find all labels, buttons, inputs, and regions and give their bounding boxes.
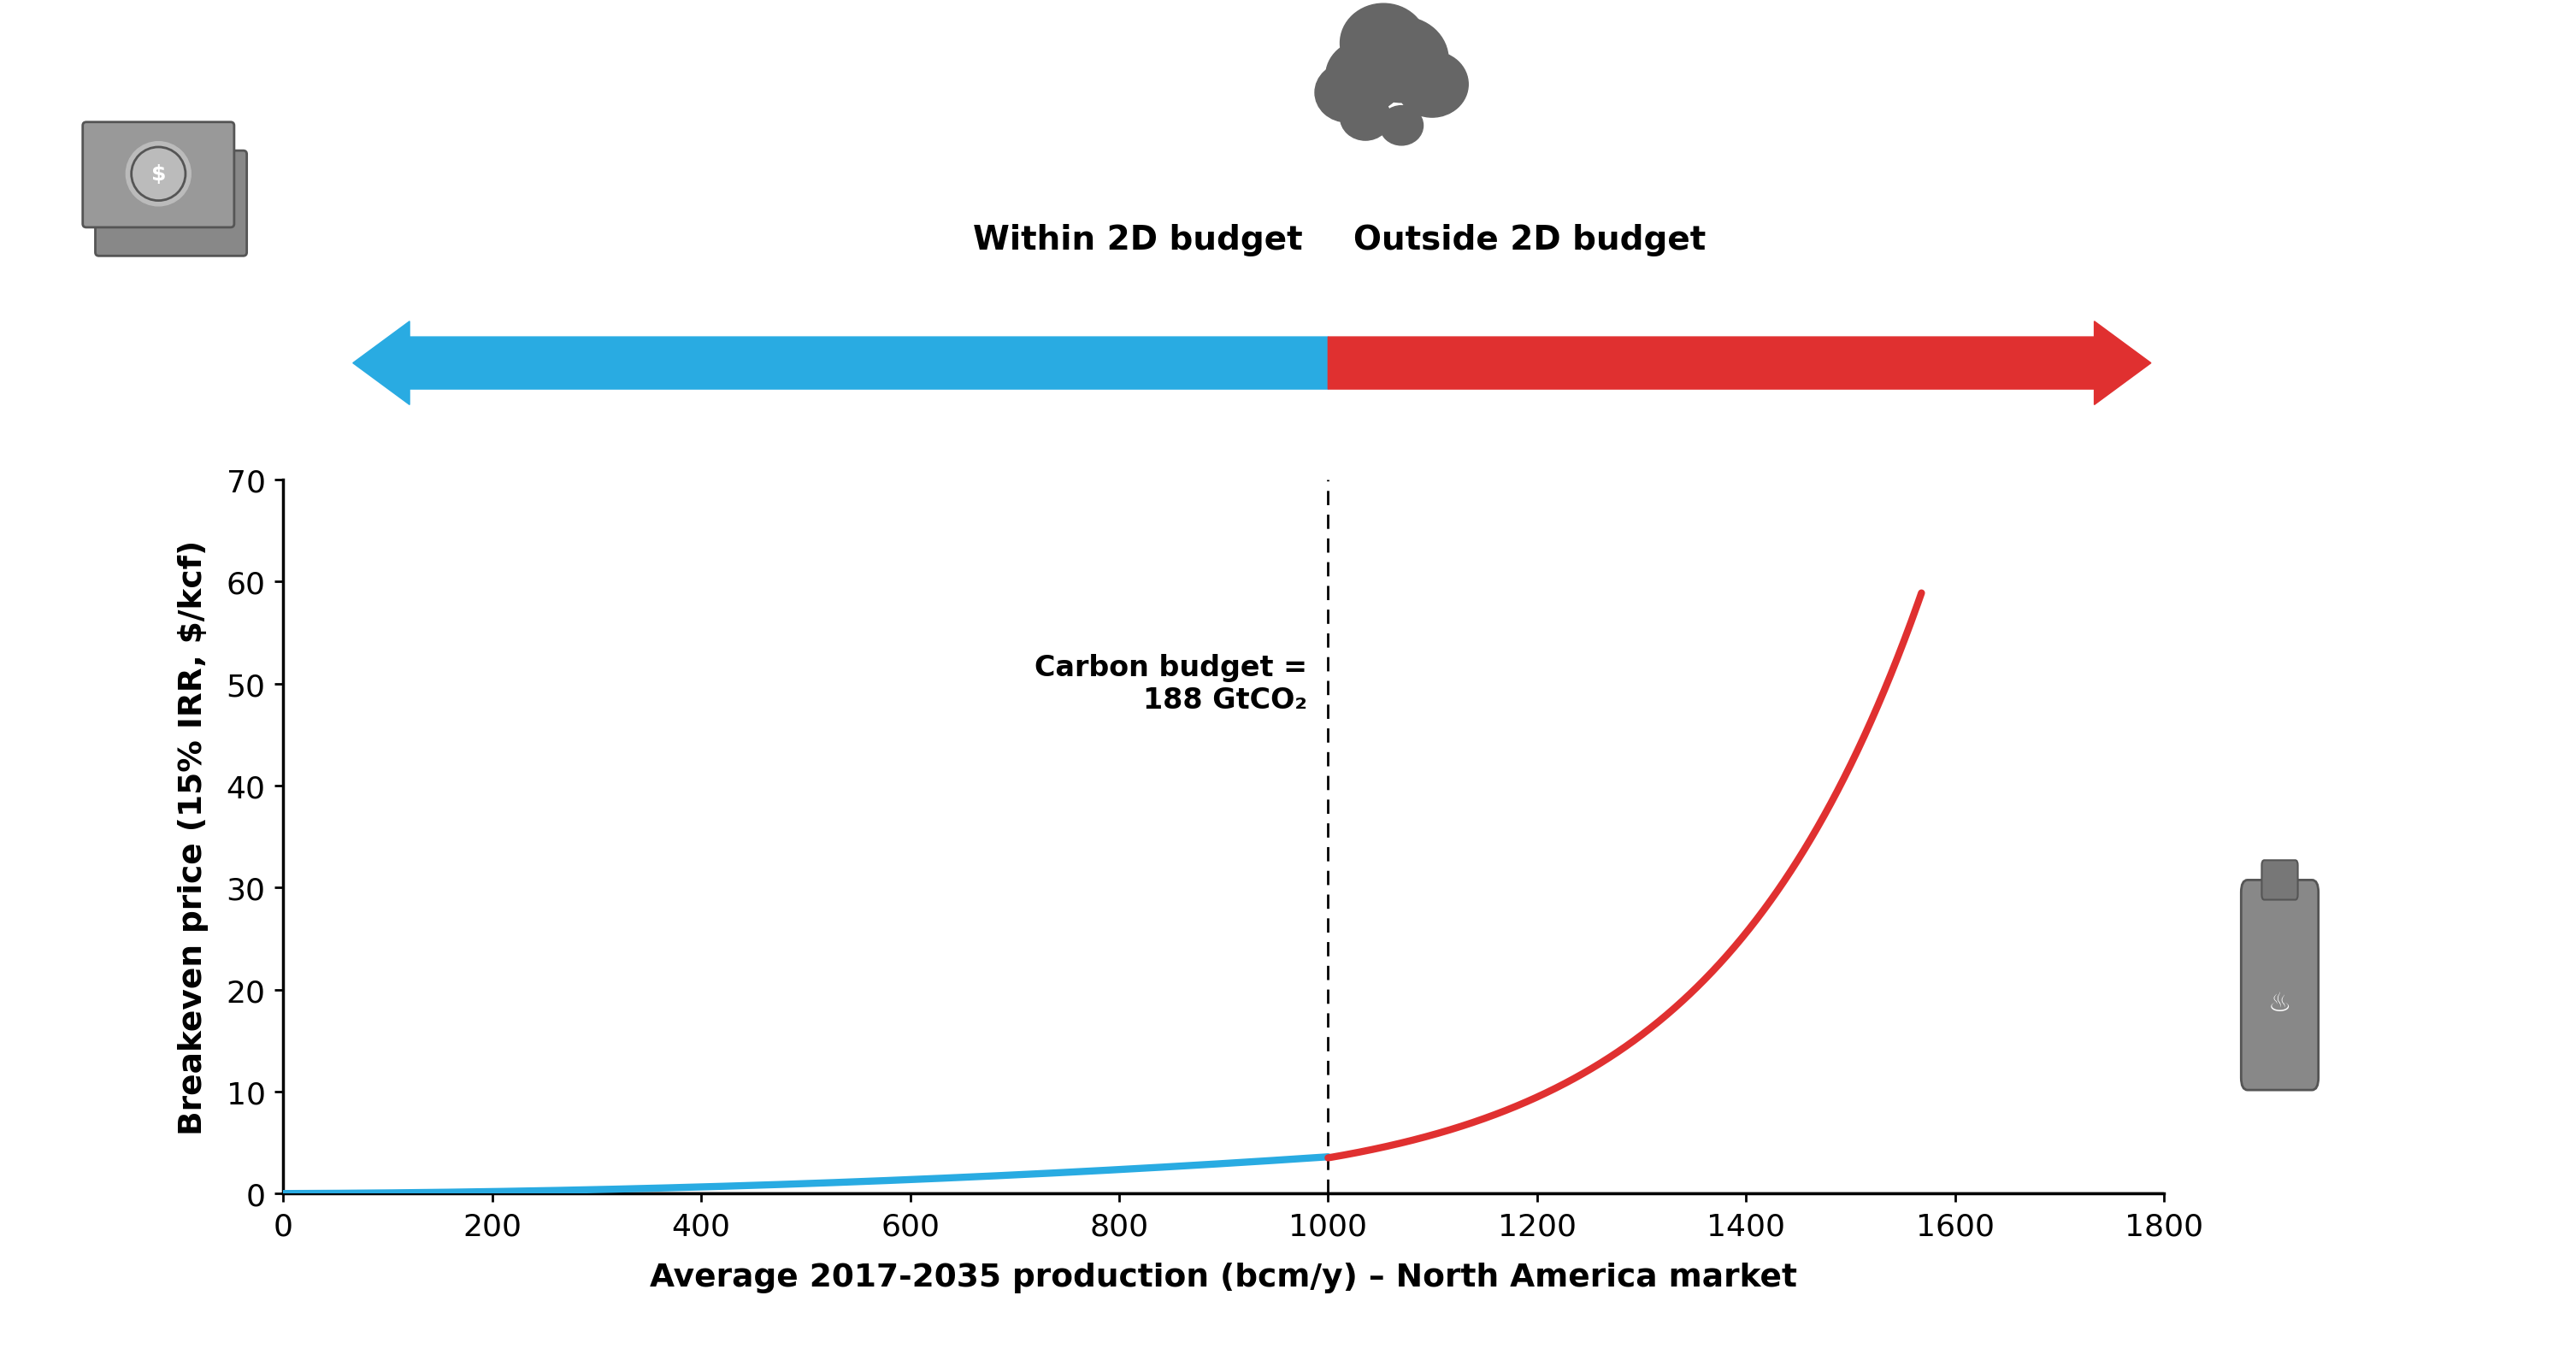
Text: Carbon budget =
188 GtCO₂: Carbon budget = 188 GtCO₂ xyxy=(1036,653,1306,715)
Y-axis label: Breakeven price (15% IRR, $/kcf): Breakeven price (15% IRR, $/kcf) xyxy=(178,539,209,1135)
FancyBboxPatch shape xyxy=(2262,860,2298,900)
Circle shape xyxy=(1381,107,1422,145)
Circle shape xyxy=(1340,4,1427,84)
Circle shape xyxy=(1327,41,1404,113)
Circle shape xyxy=(1340,95,1391,141)
Circle shape xyxy=(1314,63,1381,123)
Circle shape xyxy=(1396,52,1468,118)
Text: ♨: ♨ xyxy=(2267,992,2293,1017)
Text: Outside 2D budget: Outside 2D budget xyxy=(1355,224,1705,257)
Circle shape xyxy=(1355,18,1448,103)
X-axis label: Average 2017-2035 production (bcm/y) – North America market: Average 2017-2035 production (bcm/y) – N… xyxy=(649,1262,1798,1292)
Circle shape xyxy=(126,143,191,207)
Text: $: $ xyxy=(152,165,165,185)
Text: Within 2D budget: Within 2D budget xyxy=(974,224,1303,257)
FancyBboxPatch shape xyxy=(2241,881,2318,1091)
FancyBboxPatch shape xyxy=(95,151,247,257)
FancyBboxPatch shape xyxy=(82,122,234,228)
